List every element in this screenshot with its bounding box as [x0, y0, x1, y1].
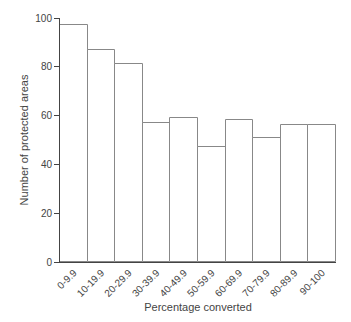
svg-text:80-89.9: 80-89.9 [268, 267, 300, 299]
svg-text:90-100: 90-100 [297, 267, 327, 297]
svg-text:70-79.9: 70-79.9 [240, 267, 272, 299]
svg-text:50-59.9: 50-59.9 [185, 267, 217, 299]
svg-text:20-29.9: 20-29.9 [102, 267, 134, 299]
svg-text:80: 80 [41, 61, 53, 72]
svg-text:60: 60 [41, 110, 53, 121]
svg-text:60-69.9: 60-69.9 [213, 267, 245, 299]
svg-text:40: 40 [41, 159, 53, 170]
svg-text:20: 20 [41, 208, 53, 219]
svg-text:Percentage converted: Percentage converted [144, 301, 252, 313]
svg-text:30-39.9: 30-39.9 [130, 267, 162, 299]
svg-text:Number of protected areas: Number of protected areas [18, 74, 30, 205]
svg-text:100: 100 [35, 13, 52, 24]
svg-text:0: 0 [46, 257, 52, 268]
svg-text:40-49.9: 40-49.9 [157, 267, 189, 299]
svg-text:10-19.9: 10-19.9 [75, 267, 107, 299]
svg-text:0-9.9: 0-9.9 [55, 267, 79, 291]
